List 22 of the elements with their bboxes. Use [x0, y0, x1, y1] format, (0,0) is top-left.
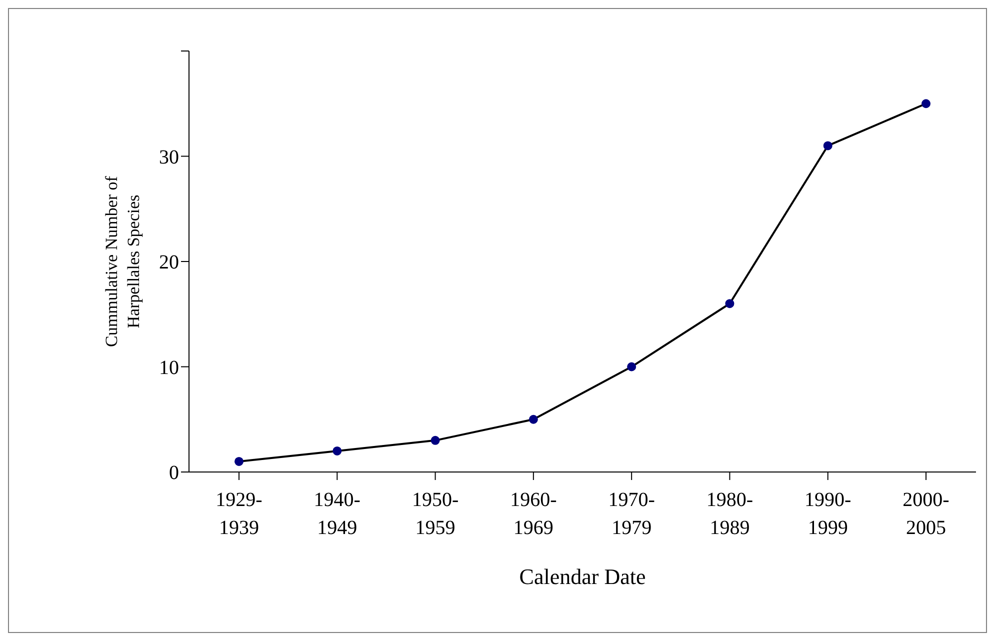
point — [528, 414, 538, 424]
x-tick-label: 2000-2005 — [902, 489, 950, 539]
point — [823, 141, 832, 150]
x-tick-label: 1980-1989 — [706, 489, 754, 539]
point — [430, 436, 440, 445]
y-tick-label: 20 — [159, 252, 179, 274]
point — [234, 456, 244, 466]
point — [725, 299, 734, 308]
point — [332, 446, 342, 456]
x-axis-title: Calendar Date — [519, 564, 646, 589]
x-tick-label: 1929-1939 — [216, 489, 262, 539]
x-tick-label: 1990-1999 — [804, 489, 852, 539]
x-tick-label: 1970-1979 — [608, 489, 655, 539]
y-axis-title: Cummulative Number of Harpellales Species — [102, 176, 143, 347]
y-tick-label: 30 — [159, 146, 179, 168]
x-tick-label: 1950-1959 — [412, 489, 459, 539]
x-tick-label: 1940-1949 — [314, 489, 360, 539]
y-tick-label: 10 — [159, 356, 179, 379]
x-tick-label: 1960-1969 — [510, 489, 557, 539]
point — [922, 99, 930, 108]
point — [627, 362, 636, 372]
y-tick-label: 0 — [169, 462, 179, 484]
